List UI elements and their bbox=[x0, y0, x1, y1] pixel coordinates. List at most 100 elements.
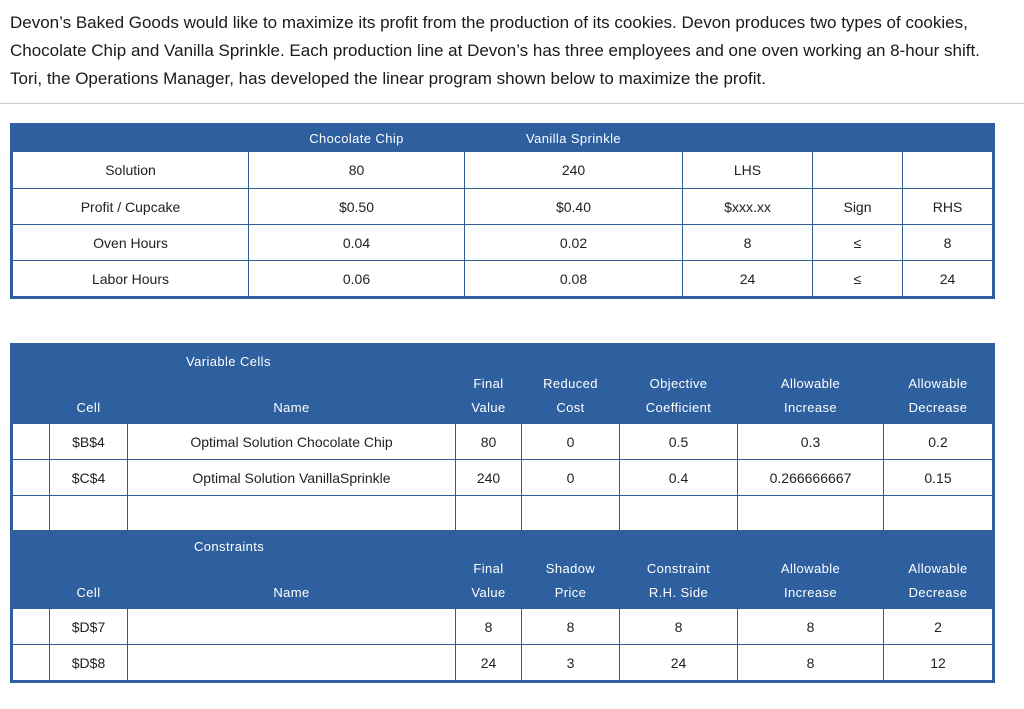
cell-value: 80 bbox=[455, 423, 522, 460]
lp-cell: 0.02 bbox=[464, 224, 683, 261]
problem-intro: Devon’s Baked Goods would like to maximi… bbox=[10, 13, 980, 88]
row-spacer bbox=[12, 608, 50, 645]
lp-cell: 24 bbox=[902, 260, 993, 297]
empty-cell bbox=[455, 495, 522, 531]
empty-cell bbox=[883, 495, 993, 531]
header-objective-coefficient: Objective Coefficient bbox=[619, 345, 738, 424]
header-allowable-decrease: Allowable Decrease bbox=[883, 530, 993, 609]
header-line1: Reduced bbox=[543, 376, 598, 391]
header-line1: Allowable bbox=[780, 376, 841, 391]
lp-header-cell bbox=[12, 125, 249, 152]
constraint-row: $D$8 24 3 24 8 12 bbox=[12, 644, 993, 681]
lp-cell: $xxx.xx bbox=[682, 188, 813, 225]
row-spacer bbox=[12, 423, 50, 460]
sensitivity-table: Cell Variable Cells Name Final Value Red… bbox=[10, 343, 995, 683]
header-reduced-cost: Reduced Cost bbox=[521, 345, 620, 424]
variable-cells-title: Variable Cells bbox=[186, 354, 271, 369]
lp-header-cell bbox=[682, 125, 813, 152]
lp-cell: 8 bbox=[902, 224, 993, 261]
header-line2: Price bbox=[554, 585, 587, 600]
cell-value: 0.5 bbox=[619, 423, 738, 460]
header-line1: Final bbox=[473, 561, 504, 576]
cell-value: 8 bbox=[619, 608, 738, 645]
header-line2: Decrease bbox=[908, 400, 968, 415]
cell-ref: $B$4 bbox=[49, 423, 128, 460]
cell-value: 8 bbox=[737, 608, 884, 645]
header-line1: Constraint bbox=[646, 561, 711, 576]
lp-row-labor-hours: Labor Hours 0.06 0.08 24 ≤ 24 bbox=[12, 260, 993, 297]
header-spacer bbox=[12, 345, 50, 424]
header-line2: Cost bbox=[556, 400, 585, 415]
lp-cell: ≤ bbox=[812, 224, 903, 261]
lp-cell bbox=[902, 151, 993, 189]
lp-cell: LHS bbox=[682, 151, 813, 189]
lp-cell: 0.06 bbox=[248, 260, 465, 297]
cell-value: 8 bbox=[737, 644, 884, 681]
lp-cell: 80 bbox=[248, 151, 465, 189]
empty-cell bbox=[127, 495, 456, 531]
empty-cell bbox=[521, 495, 620, 531]
header-line2: Value bbox=[471, 400, 506, 415]
lp-cell: RHS bbox=[902, 188, 993, 225]
header-name-col: Constraints Name bbox=[127, 530, 456, 609]
lp-cell: ≤ bbox=[812, 260, 903, 297]
cell-value: 2 bbox=[883, 608, 993, 645]
header-line2: Decrease bbox=[908, 585, 968, 600]
cell-value: 240 bbox=[455, 459, 522, 496]
lp-row-oven-hours: Oven Hours 0.04 0.02 8 ≤ 8 bbox=[12, 224, 993, 261]
header-cell-col: Cell bbox=[49, 530, 128, 609]
lp-cell: Solution bbox=[12, 151, 249, 189]
header-cell-col: Cell bbox=[49, 345, 128, 424]
lp-header-vanilla-sprinkle: Vanilla Sprinkle bbox=[464, 125, 683, 152]
header-line1: Allowable bbox=[908, 561, 968, 576]
cell-value: 0.4 bbox=[619, 459, 738, 496]
lp-cell: 0.04 bbox=[248, 224, 465, 261]
header-cell-label: Cell bbox=[76, 585, 101, 600]
constraint-row: $D$7 8 8 8 8 2 bbox=[12, 608, 993, 645]
lp-cell: $0.50 bbox=[248, 188, 465, 225]
variable-cells-header: Cell Variable Cells Name Final Value Red… bbox=[12, 345, 993, 424]
lp-header-chocolate-chip: Chocolate Chip bbox=[248, 125, 465, 152]
header-allowable-increase: Allowable Increase bbox=[737, 530, 884, 609]
cell-value: 0.15 bbox=[883, 459, 993, 496]
empty-cell bbox=[12, 495, 50, 531]
cell-ref: $C$4 bbox=[49, 459, 128, 496]
cell-value: 24 bbox=[455, 644, 522, 681]
header-name-label: Name bbox=[273, 400, 310, 415]
cell-name: Optimal Solution Chocolate Chip bbox=[127, 423, 456, 460]
header-name-col: Variable Cells Name bbox=[127, 345, 456, 424]
variable-row: $C$4 Optimal Solution VanillaSprinkle 24… bbox=[12, 459, 993, 496]
header-line1: Allowable bbox=[780, 561, 841, 576]
lp-cell bbox=[812, 151, 903, 189]
header-line1: Final bbox=[473, 376, 504, 391]
lp-cell: 24 bbox=[682, 260, 813, 297]
lp-cell: Labor Hours bbox=[12, 260, 249, 297]
header-final-value: Final Value bbox=[455, 530, 522, 609]
header-line1: Shadow bbox=[545, 561, 596, 576]
empty-row bbox=[12, 495, 993, 531]
row-spacer bbox=[12, 459, 50, 496]
cell-name bbox=[127, 644, 456, 681]
header-line2: Coefficient bbox=[645, 400, 712, 415]
cell-value: 12 bbox=[883, 644, 993, 681]
cell-value: 24 bbox=[619, 644, 738, 681]
lp-cell: Oven Hours bbox=[12, 224, 249, 261]
lp-table: Chocolate Chip Vanilla Sprinkle Solution… bbox=[10, 123, 995, 299]
header-name-label: Name bbox=[273, 585, 310, 600]
constraints-header: Cell Constraints Name Final Value Shadow… bbox=[12, 530, 993, 609]
cell-value: 0 bbox=[521, 459, 620, 496]
cell-ref: $D$8 bbox=[49, 644, 128, 681]
cell-name: Optimal Solution VanillaSprinkle bbox=[127, 459, 456, 496]
cell-value: 8 bbox=[455, 608, 522, 645]
lp-cell: Sign bbox=[812, 188, 903, 225]
header-final-value: Final Value bbox=[455, 345, 522, 424]
cell-value: 0.2 bbox=[883, 423, 993, 460]
header-constraint-rhs: Constraint R.H. Side bbox=[619, 530, 738, 609]
header-shadow-price: Shadow Price bbox=[521, 530, 620, 609]
header-allowable-decrease: Allowable Decrease bbox=[883, 345, 993, 424]
cell-value: 0.266666667 bbox=[737, 459, 884, 496]
divider bbox=[0, 103, 1024, 104]
header-allowable-increase: Allowable Increase bbox=[737, 345, 884, 424]
empty-cell bbox=[619, 495, 738, 531]
lp-cell: Profit / Cupcake bbox=[12, 188, 249, 225]
